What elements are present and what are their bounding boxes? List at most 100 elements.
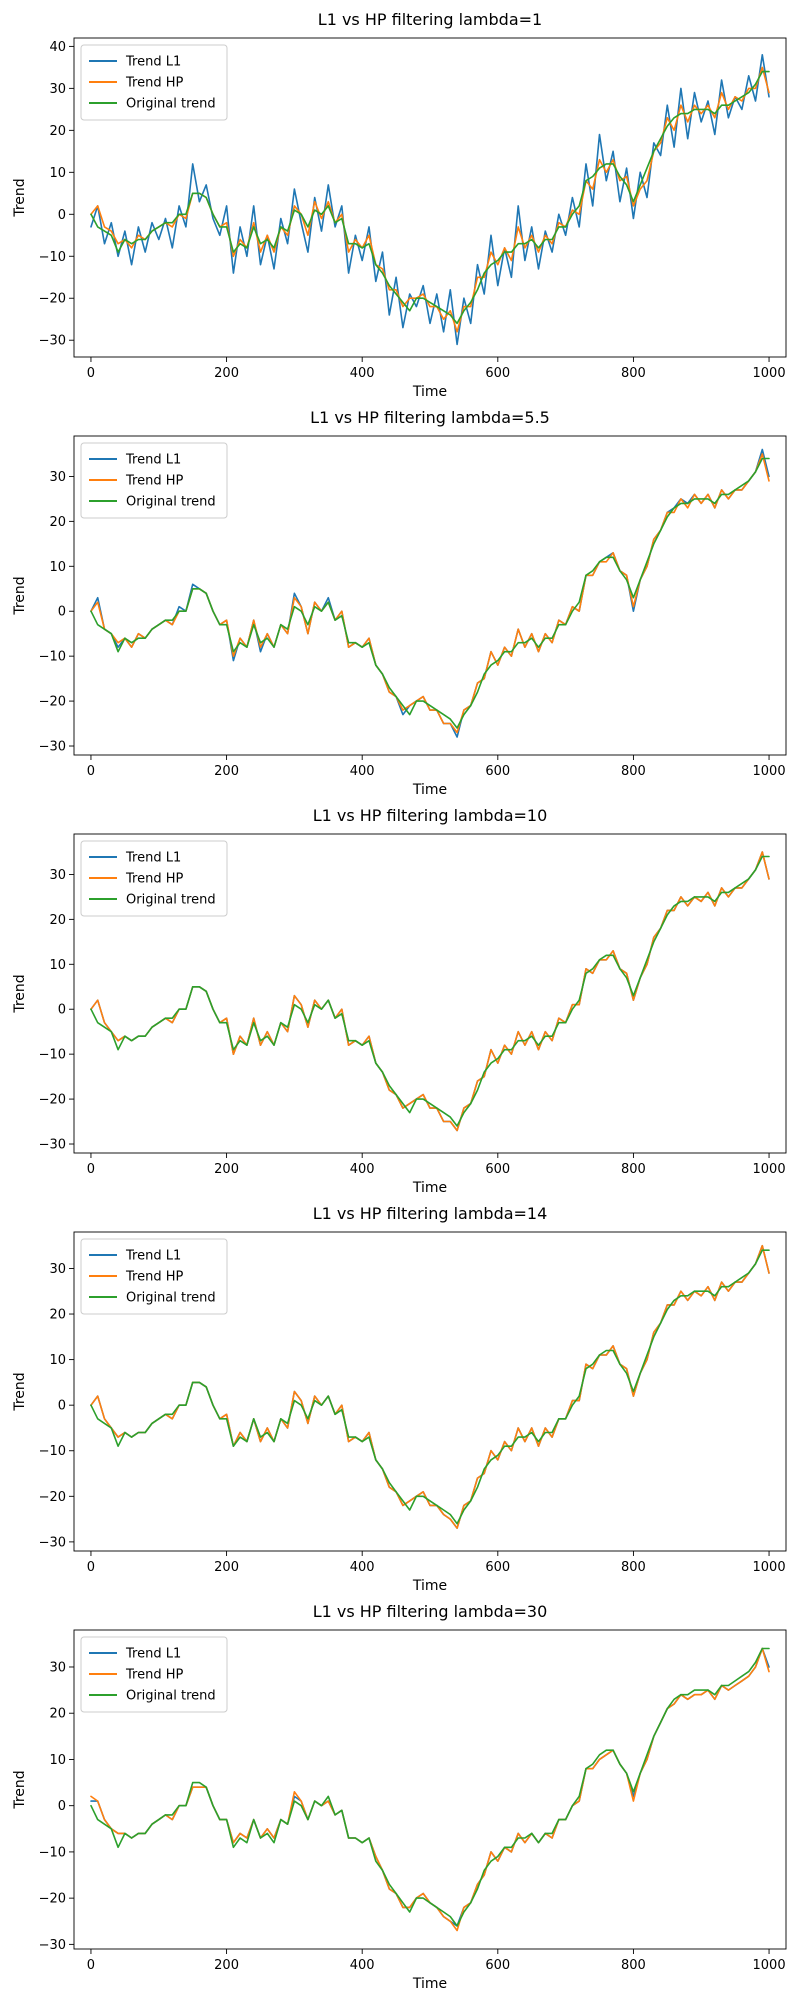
y-tick-label: 30 <box>49 1262 66 1277</box>
legend-label-original-trend: Original trend <box>126 1689 216 1704</box>
y-tick-label: 20 <box>49 1707 66 1722</box>
series-group <box>90 851 770 1132</box>
x-tick-label: 600 <box>485 1560 510 1575</box>
y-tick-label: 10 <box>49 1353 66 1368</box>
x-tick-label: 1000 <box>753 366 786 381</box>
legend-label-trend-l1: Trend L1 <box>125 453 181 468</box>
y-tick-label: 0 <box>58 1003 66 1018</box>
legend-box <box>80 1636 228 1713</box>
y-tick-label: −10 <box>39 1444 66 1459</box>
axes-frame <box>73 435 787 756</box>
legend-label-trend-l1: Trend L1 <box>125 1249 181 1264</box>
legend-box <box>80 1238 228 1315</box>
y-axis-label: Trend <box>12 1770 28 1809</box>
x-tick-label: 400 <box>350 1560 375 1575</box>
x-tick-label: 200 <box>214 1958 239 1973</box>
x-tick-label: 200 <box>214 1162 239 1177</box>
y-tick-label: −30 <box>39 1938 66 1953</box>
x-tick-label: 800 <box>621 366 646 381</box>
chart-title: L1 vs HP filtering lambda=30 <box>313 1602 548 1621</box>
y-axis-label: Trend <box>12 974 28 1013</box>
y-tick-label: 30 <box>49 82 66 97</box>
legend-label-trend-l1: Trend L1 <box>125 1647 181 1662</box>
x-axis-label: Time <box>412 1976 447 1992</box>
x-tick-label: 800 <box>621 1162 646 1177</box>
legend-label-trend-hp: Trend HP <box>125 1270 183 1285</box>
y-tick-label: −20 <box>39 1093 66 1108</box>
chart-title: L1 vs HP filtering lambda=5.5 <box>310 408 550 427</box>
x-axis-label: Time <box>412 1578 447 1594</box>
y-tick-label: 0 <box>58 208 66 223</box>
series-line-original-trend <box>90 457 770 729</box>
legend-box <box>80 44 228 121</box>
y-tick-label: −20 <box>39 1490 66 1505</box>
chart-panel-2: L1 vs HP filtering lambda=5.5 0 200 400 600 8… <box>12 408 787 798</box>
x-tick-label: 800 <box>621 764 646 779</box>
y-axis-label: Trend <box>12 178 28 217</box>
x-tick-label: 600 <box>485 764 510 779</box>
x-tick-label: 600 <box>485 1162 510 1177</box>
y-tick-label: −10 <box>39 250 66 265</box>
y-tick-label: −20 <box>39 292 66 307</box>
chart-panel-4: L1 vs HP filtering lambda=140 200 400 600 80… <box>12 1204 787 1594</box>
legend-label-original-trend: Original trend <box>126 97 216 112</box>
x-tick-label: 1000 <box>753 1560 786 1575</box>
series-group <box>90 53 770 346</box>
y-tick-label: −10 <box>39 1845 66 1860</box>
y-tick-label: 30 <box>49 470 66 485</box>
series-line-original-trend <box>90 1249 770 1525</box>
y-tick-label: −30 <box>39 334 66 349</box>
y-tick-label: −30 <box>39 1535 66 1550</box>
legend-label-original-trend: Original trend <box>126 495 216 510</box>
legend: Trend L1 Trend HP Original trend <box>80 1238 228 1315</box>
series-line-original-trend <box>90 855 770 1127</box>
chart-title: L1 vs HP filtering lambda=10 <box>313 806 548 825</box>
chart-panel-5: L1 vs HP filtering lambda=300 200 400 600 80… <box>12 1602 787 1992</box>
series-line-original-trend <box>90 70 770 325</box>
x-axis-label: Time <box>412 384 447 400</box>
series-line-original-trend <box>90 1647 770 1927</box>
y-tick-label: 10 <box>49 1753 66 1768</box>
legend-label-trend-l1: Trend L1 <box>125 851 181 866</box>
y-tick-label: −10 <box>39 650 66 665</box>
y-tick-label: 30 <box>49 1660 66 1675</box>
x-tick-label: 0 <box>87 764 95 779</box>
legend-label-trend-hp: Trend HP <box>125 474 183 489</box>
legend: Trend L1 Trend HP Original trend <box>80 840 228 917</box>
x-tick-label: 0 <box>87 1162 95 1177</box>
x-tick-label: 600 <box>485 1958 510 1973</box>
series-group <box>90 1244 770 1529</box>
y-tick-label: 0 <box>58 1399 66 1414</box>
y-tick-label: 10 <box>49 166 66 181</box>
legend-box <box>80 442 228 519</box>
x-tick-label: 400 <box>350 366 375 381</box>
x-tick-label: 0 <box>87 1560 95 1575</box>
y-tick-label: 20 <box>49 124 66 139</box>
x-tick-label: 0 <box>87 366 95 381</box>
x-tick-label: 400 <box>350 1162 375 1177</box>
axes-frame <box>73 1629 787 1950</box>
y-tick-label: −10 <box>39 1048 66 1063</box>
y-tick-label: −30 <box>39 1138 66 1153</box>
x-tick-label: 400 <box>350 1958 375 1973</box>
x-tick-label: 200 <box>214 764 239 779</box>
y-tick-label: 30 <box>49 868 66 883</box>
y-tick-label: −30 <box>39 740 66 755</box>
x-tick-label: 400 <box>350 764 375 779</box>
y-tick-label: 10 <box>49 958 66 973</box>
legend: Trend L1 Trend HP Original trend <box>80 442 228 519</box>
y-tick-label: 20 <box>49 913 66 928</box>
x-tick-label: 0 <box>87 1958 95 1973</box>
x-tick-label: 1000 <box>753 764 786 779</box>
axes-frame <box>73 1231 787 1552</box>
series-group <box>90 1647 770 1932</box>
x-axis-label: Time <box>412 1180 447 1196</box>
legend-box <box>80 840 228 917</box>
y-tick-label: −20 <box>39 1892 66 1907</box>
legend: Trend L1 Trend HP Original trend <box>80 44 228 121</box>
x-tick-label: 800 <box>621 1560 646 1575</box>
x-tick-label: 200 <box>214 366 239 381</box>
chart-panel-3: L1 vs HP filtering lambda=100 200 400 600 80… <box>12 806 787 1196</box>
series-group <box>90 448 770 738</box>
